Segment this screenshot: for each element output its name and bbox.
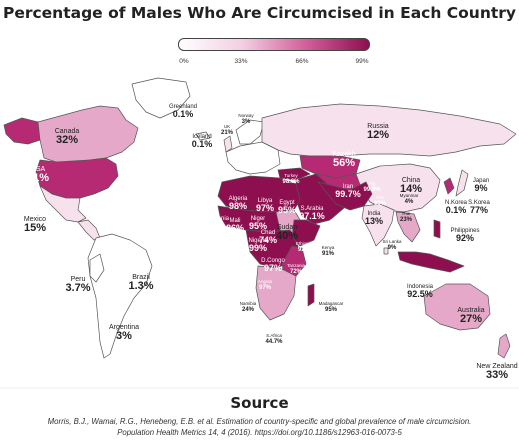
label-ethiopia: Ethiopia 92% bbox=[295, 241, 313, 253]
region-madagascar bbox=[307, 283, 315, 307]
label-philippines: Philippines 92% bbox=[450, 228, 480, 244]
region-alaska bbox=[3, 117, 41, 145]
region-south-america bbox=[87, 233, 153, 359]
region-korea bbox=[443, 177, 455, 195]
label-iran: Iran 99.7% bbox=[335, 184, 361, 200]
region-uk bbox=[223, 135, 233, 153]
label-peru: Peru 3.7% bbox=[65, 276, 91, 295]
label-south-africa: S.Africa 44.7% bbox=[265, 333, 283, 345]
label-south-korea: S.Korea 77% bbox=[468, 200, 490, 216]
label-thailand: Thai 23% bbox=[399, 211, 413, 223]
label-iceland: Iceland 0.1% bbox=[191, 134, 213, 150]
legend-tick-33: 33% bbox=[234, 58, 248, 65]
citation: Morris, B.J., Wamai, R.G., Henebeng, E.B… bbox=[0, 417, 519, 438]
label-mauritania: Mauritania 99% bbox=[200, 216, 230, 232]
region-greenland bbox=[131, 77, 191, 119]
legend-tick-99: 99% bbox=[355, 58, 369, 65]
region-southern-africa bbox=[255, 265, 297, 321]
region-europe bbox=[225, 141, 281, 175]
region-middle-east bbox=[295, 173, 349, 225]
label-niger: Niger 95% bbox=[248, 216, 268, 232]
label-uk: UK 21% bbox=[220, 124, 234, 136]
label-pakistan: Pak 99% bbox=[373, 195, 387, 207]
label-china: China 14% bbox=[399, 177, 423, 196]
label-saudi-arabia: S.Arabia 97.1% bbox=[299, 206, 325, 222]
region-india bbox=[361, 203, 395, 247]
label-angola: Angola 97% bbox=[257, 279, 273, 291]
label-brazil: Brazil 1.3% bbox=[128, 274, 154, 293]
label-japan: Japan 9% bbox=[472, 178, 490, 194]
legend-tick-0: 0% bbox=[179, 58, 189, 65]
label-mexico: Mexico 15% bbox=[23, 216, 47, 235]
label-kazakh: Kazakh 56% bbox=[332, 151, 356, 170]
region-se-asia bbox=[395, 211, 421, 243]
label-chad: Chad 74% bbox=[258, 230, 278, 246]
region-peru bbox=[89, 253, 105, 283]
world-map bbox=[0, 77, 519, 389]
label-dr-congo: D.Congo 97% bbox=[261, 258, 285, 274]
region-china bbox=[355, 163, 441, 213]
region-sri-lanka bbox=[383, 247, 389, 255]
label-new-zealand: New Zealand 33% bbox=[476, 363, 518, 382]
label-yemen: Yemen 99% bbox=[330, 218, 344, 230]
region-russia bbox=[261, 103, 517, 157]
map-title: Percentage of Males Who Are Circumcised … bbox=[2, 4, 517, 22]
label-libya: Libya 97% bbox=[255, 198, 275, 214]
label-sri-lanka: Sri Lanka 9% bbox=[382, 239, 402, 251]
label-usa: USA 71% bbox=[26, 166, 50, 185]
label-north-korea: N.Korea 0.1% bbox=[444, 200, 468, 216]
label-madagascar: Madagascar 95% bbox=[318, 301, 344, 313]
region-new-zealand bbox=[497, 333, 511, 359]
label-myanmar: Myanmar 4% bbox=[399, 193, 419, 205]
label-australia: Australia 27% bbox=[457, 307, 485, 326]
label-greenland: Greenland 0.1% bbox=[168, 104, 198, 120]
source-heading: Source bbox=[230, 394, 289, 412]
label-sudan: Sudan 40% bbox=[275, 224, 299, 243]
citation-line-2: Population Health Metrics 14, 4 (2016). … bbox=[117, 427, 402, 437]
label-canada: Canada 32% bbox=[54, 128, 80, 147]
legend-color-bar bbox=[178, 38, 370, 51]
label-russia: Russia 12% bbox=[366, 123, 390, 142]
label-argentina: Argentina 3% bbox=[109, 324, 139, 343]
region-turkey bbox=[277, 167, 311, 181]
label-kenya: Kenya 91% bbox=[321, 245, 335, 257]
label-algeria: Algeria 98% bbox=[228, 196, 248, 212]
region-canada bbox=[37, 105, 139, 163]
label-namibia: Namibia 24% bbox=[239, 301, 257, 313]
region-australia bbox=[423, 283, 491, 331]
citation-line-1: Morris, B.J., Wamai, R.G., Henebeng, E.B… bbox=[47, 417, 472, 426]
region-philippines bbox=[433, 219, 441, 239]
label-nigeria: Nigeria 99% bbox=[248, 238, 268, 254]
region-mexico bbox=[39, 185, 87, 223]
label-turkey: Turkey 98.6% bbox=[282, 173, 300, 185]
label-afghanistan: Afg 99.8% bbox=[363, 181, 381, 193]
region-japan bbox=[455, 169, 469, 197]
region-iran-afg-pak bbox=[317, 181, 373, 211]
label-india: India 13% bbox=[364, 211, 384, 227]
legend-tick-66: 66% bbox=[295, 58, 309, 65]
label-mali: Mali 86% bbox=[225, 218, 245, 234]
region-scandinavia bbox=[235, 119, 265, 145]
label-norway: Norway 3% bbox=[238, 113, 254, 125]
label-indonesia: Indonesia 92.5% bbox=[406, 284, 434, 300]
region-iceland bbox=[195, 131, 211, 141]
label-egypt: Egypt 95% bbox=[277, 200, 297, 216]
region-indonesia bbox=[397, 251, 465, 273]
region-central-america bbox=[77, 219, 101, 241]
label-tanzania: Tanzania 72% bbox=[286, 263, 306, 275]
